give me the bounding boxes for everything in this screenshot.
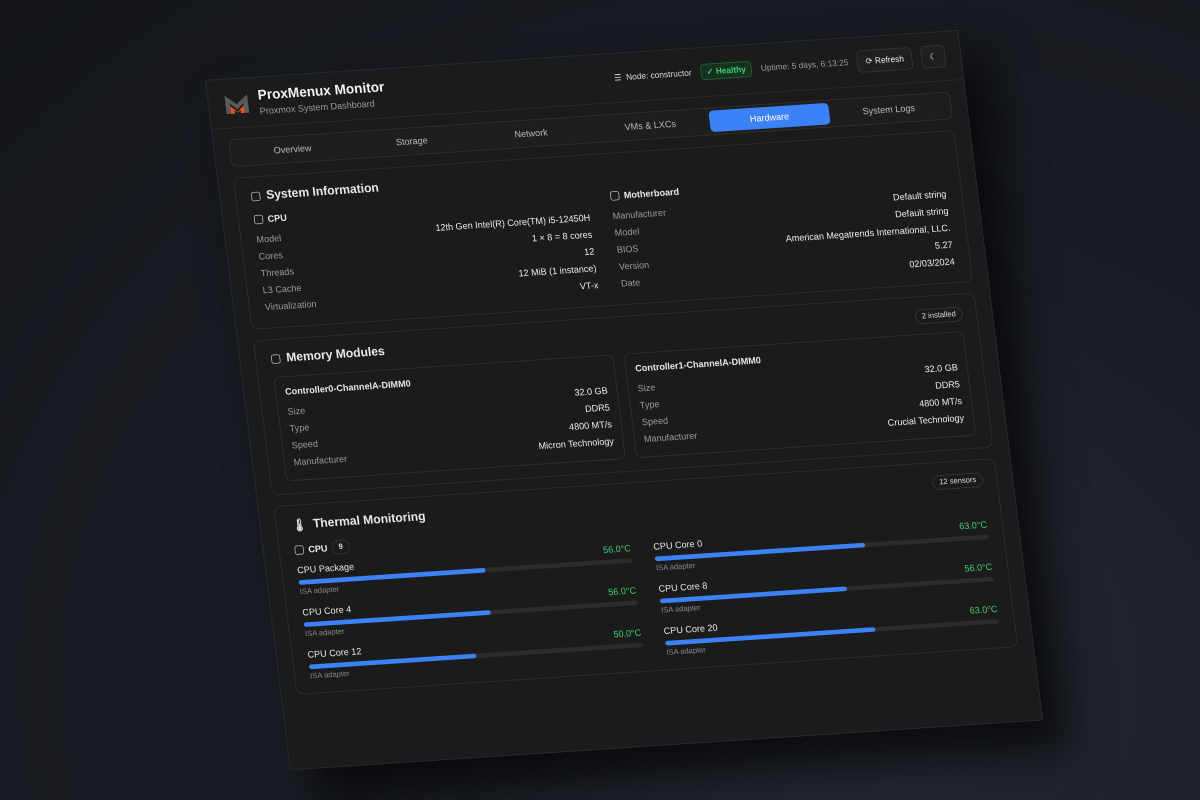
- sensor-value: 63.0°C: [968, 603, 999, 617]
- app-window: ProxMenux Monitor Proxmox System Dashboar…: [205, 30, 1043, 771]
- row-label: Size: [286, 405, 306, 418]
- sensor-value: 50.0°C: [612, 627, 642, 640]
- status-badge: ✓ Healthy: [699, 60, 753, 81]
- tab-vms-lxcs[interactable]: VMs & LXCs: [623, 118, 677, 133]
- chip-icon: [250, 191, 261, 202]
- row-label: Manufacturer: [643, 430, 698, 445]
- row-value: 1 × 8 = 8 cores: [531, 229, 593, 244]
- row-label: Model: [614, 225, 641, 239]
- row-label: Speed: [291, 438, 319, 451]
- row-label: Model: [255, 232, 282, 246]
- refresh-icon: ⟳: [865, 56, 874, 67]
- server-icon: ☰: [613, 73, 623, 83]
- row-label: L3 Cache: [262, 282, 303, 296]
- card-title: Thermal Monitoring: [312, 510, 427, 531]
- node-label: ☰ Node: constructor: [614, 68, 693, 83]
- row-value: 12 MiB (1 instance): [517, 262, 598, 279]
- row-value: Crucial Technology: [887, 412, 965, 429]
- sensor-value: 56.0°C: [963, 561, 993, 574]
- motherboard-icon: [609, 190, 620, 201]
- tab-system-logs[interactable]: System Logs: [861, 102, 916, 117]
- row-value: 5.27: [934, 239, 954, 252]
- sensor-item: CPU Core 12 50.0°C ISA adapter: [307, 627, 644, 681]
- row-label: Threads: [260, 265, 295, 279]
- motherboard-section: Motherboard Manufacturer Default string Mod…: [609, 169, 956, 292]
- tab-storage[interactable]: Storage: [395, 134, 429, 148]
- sensor-item: CPU Core 20 63.0°C ISA adapter: [663, 603, 1000, 657]
- cpu-icon: [294, 544, 305, 555]
- section-title: CPU: [266, 212, 288, 225]
- memory-module: Controller0-ChannelA-DIMM0 Size 32.0 GB Typ…: [273, 354, 626, 482]
- sensor-name: CPU Core 4: [301, 603, 352, 618]
- memory-icon: [270, 354, 281, 364]
- sensor-value: 56.0°C: [602, 542, 632, 556]
- sensor-value: 56.0°C: [607, 584, 637, 598]
- row-label: BIOS: [616, 243, 640, 256]
- refresh-button[interactable]: ⟳ Refresh: [856, 47, 914, 73]
- row-label: Manufacturer: [612, 207, 667, 222]
- installed-badge: 2 installed: [914, 306, 964, 325]
- row-value: Default string: [892, 188, 947, 203]
- row-label: Manufacturer: [293, 453, 348, 468]
- sensor-name: CPU Package: [296, 561, 355, 576]
- thermal-monitoring-card: 🌡 Thermal Monitoring 12 sensors CPU 9 CPU …: [273, 458, 1018, 695]
- row-label: Virtualization: [264, 298, 318, 313]
- sensor-name: CPU Core 0: [652, 538, 703, 553]
- row-value: 4800 MT/s: [918, 395, 963, 410]
- row-value: 32.0 GB: [573, 385, 609, 398]
- header: ProxMenux Monitor Proxmox System Dashboar…: [205, 30, 964, 130]
- row-value: 12: [583, 245, 595, 258]
- tab-overview[interactable]: Overview: [273, 142, 313, 156]
- row-value: VT-x: [579, 279, 600, 292]
- section-title: Motherboard: [623, 186, 680, 201]
- row-value: 4800 MT/s: [568, 418, 613, 433]
- tab-network[interactable]: Network: [513, 126, 549, 140]
- row-label: Version: [618, 259, 650, 273]
- row-label: Type: [288, 421, 310, 434]
- row-value: 02/03/2024: [908, 256, 956, 270]
- row-value: DDR5: [934, 378, 961, 392]
- row-label: Cores: [257, 249, 284, 262]
- tab-hardware[interactable]: Hardware: [708, 102, 831, 133]
- row-value: Micron Technology: [537, 435, 615, 452]
- row-value: 32.0 GB: [923, 361, 959, 375]
- row-label: Type: [639, 398, 661, 411]
- node-name: Node: constructor: [625, 68, 693, 82]
- card-title: Memory Modules: [285, 344, 386, 365]
- row-label: Date: [620, 276, 641, 289]
- row-value: Default string: [894, 205, 950, 220]
- sensor-value: 63.0°C: [958, 519, 988, 532]
- sensor-name: CPU Core 12: [306, 645, 363, 661]
- sensor-name: CPU Core 20: [663, 622, 719, 637]
- thermometer-icon: 🌡: [291, 518, 308, 533]
- cpu-icon: [253, 214, 264, 225]
- uptime: Uptime: 5 days, 6:13:25: [760, 57, 849, 73]
- memory-module: Controller1-ChannelA-DIMM0 Size 32.0 GB Typ…: [623, 331, 977, 459]
- card-title: System Information: [265, 181, 380, 202]
- cpu-section: CPU Model 12th Gen Intel(R) Core(TM) i5-12…: [253, 192, 599, 315]
- refresh-label: Refresh: [874, 54, 905, 66]
- group-count-badge: 9: [330, 539, 351, 555]
- row-label: Size: [637, 381, 656, 394]
- sensor-name: CPU Core 8: [657, 580, 708, 595]
- group-title: CPU: [307, 542, 329, 555]
- status-text: Healthy: [715, 65, 747, 77]
- moon-icon: ☾: [929, 52, 938, 63]
- row-value: DDR5: [584, 401, 611, 415]
- row-label: Speed: [641, 415, 669, 428]
- proxmenux-logo-icon: [224, 93, 250, 114]
- theme-toggle-button[interactable]: ☾: [919, 44, 947, 69]
